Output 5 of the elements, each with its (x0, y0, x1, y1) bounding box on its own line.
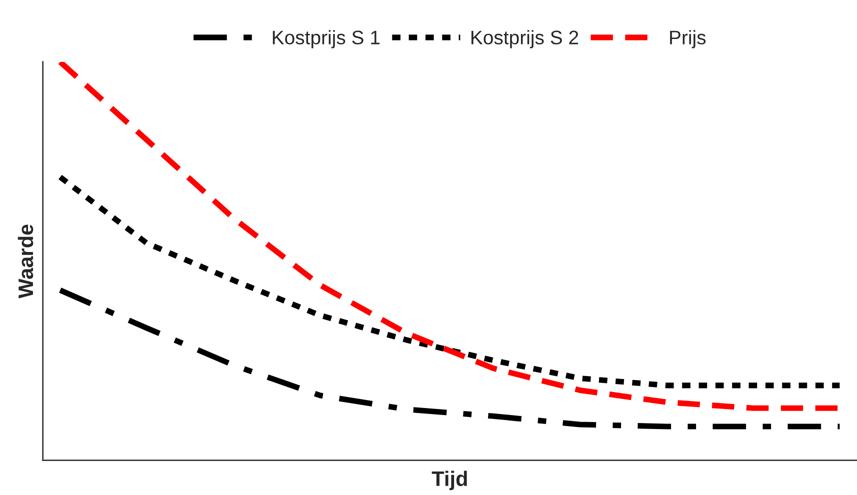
legend-label: Kostprijs S 1 (272, 30, 380, 48)
x-axis-title: Tijd (432, 470, 467, 490)
legend-label: Kostprijs S 2 (472, 30, 578, 48)
y-axis-title: Waarde (18, 224, 34, 298)
legend-label: Prijs (670, 30, 706, 48)
